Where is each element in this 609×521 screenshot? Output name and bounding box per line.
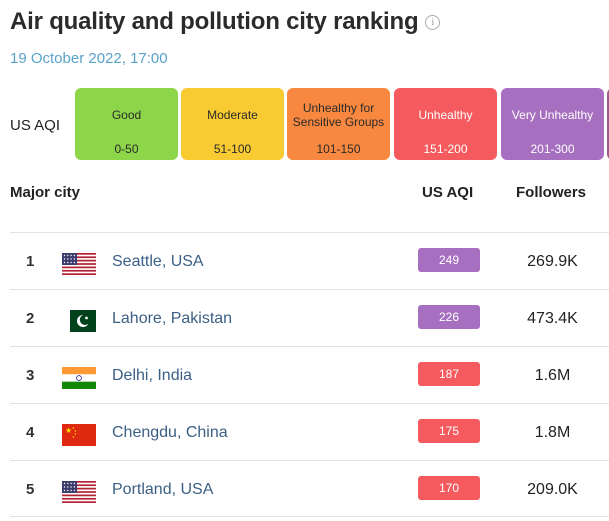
us-flag-icon xyxy=(62,481,96,503)
svg-text:★: ★ xyxy=(72,435,75,439)
title-row: Air quality and pollution city ranking i xyxy=(10,8,441,36)
legend-item xyxy=(607,88,609,160)
legend-item-name: Moderate xyxy=(207,108,258,122)
us-flag-icon xyxy=(62,253,96,275)
legend-item-range: 51-100 xyxy=(213,142,252,156)
city-link[interactable]: Lahore, Pakistan xyxy=(112,310,233,327)
page-title: Air quality and pollution city ranking xyxy=(10,8,419,35)
pakistan-flag-icon xyxy=(62,310,96,332)
svg-text:★: ★ xyxy=(72,426,75,430)
aqi-badge: 187 xyxy=(418,362,480,386)
rank-number: 4 xyxy=(26,424,35,441)
table-row[interactable]: 4 ★ ★ ★ ★ ★ Chengdu, China 175 1.8M xyxy=(10,403,609,460)
info-icon[interactable]: i xyxy=(425,14,441,30)
aqi-badge: 170 xyxy=(418,476,480,500)
aqi-badge: 226 xyxy=(418,305,480,329)
rank-number: 3 xyxy=(26,367,35,384)
aqi-badge: 175 xyxy=(418,419,480,443)
column-header-city: Major city xyxy=(10,184,81,201)
city-link[interactable]: Delhi, India xyxy=(112,367,193,384)
table-row[interactable]: 1 Seattle, USA 249 269.9K xyxy=(10,232,609,289)
followers-count: 269.9K xyxy=(527,253,578,270)
svg-text:★: ★ xyxy=(74,432,77,436)
table-row[interactable]: 2 Lahore, Pakistan 226 473.4K xyxy=(10,289,609,346)
legend-item-range: 151-200 xyxy=(423,142,468,156)
legend-item-name: Good xyxy=(111,108,142,122)
city-link[interactable]: Chengdu, China xyxy=(112,424,228,441)
timestamp: 19 October 2022, 17:00 xyxy=(10,50,168,67)
followers-count: 209.0K xyxy=(527,481,578,498)
legend-item-name: Very Unhealthy xyxy=(511,108,594,122)
legend-item-range: 101-150 xyxy=(316,142,361,156)
city-link[interactable]: Portland, USA xyxy=(112,481,214,498)
rank-number: 1 xyxy=(26,253,35,270)
india-flag-icon xyxy=(62,367,96,389)
legend-item: Good 0-50 xyxy=(75,88,178,160)
legend-item: Unhealthy for Sensitive Groups 101-150 xyxy=(287,88,390,160)
column-header-aqi[interactable]: US AQI xyxy=(422,184,474,201)
legend-item-range: 201-300 xyxy=(530,142,575,156)
legend-label: US AQI xyxy=(10,117,61,134)
followers-count: 1.8M xyxy=(534,424,571,441)
followers-count: 1.6M xyxy=(534,367,571,384)
table-row[interactable]: 3 Delhi, India 187 1.6M xyxy=(10,346,609,403)
legend-item-name: Unhealthy for Sensitive Groups xyxy=(292,101,385,129)
aqi-badge: 249 xyxy=(418,248,480,272)
rank-number: 5 xyxy=(26,481,35,498)
legend-item-name: Unhealthy xyxy=(418,108,473,122)
column-header-followers[interactable]: Followers xyxy=(516,184,587,201)
china-flag-icon: ★ ★ ★ ★ ★ xyxy=(62,424,96,446)
legend-item-range: 0-50 xyxy=(114,142,139,156)
legend-item: Unhealthy 151-200 xyxy=(394,88,497,160)
legend-item: Moderate 51-100 xyxy=(181,88,284,160)
svg-text:★: ★ xyxy=(65,426,72,435)
city-link[interactable]: Seattle, USA xyxy=(112,253,204,270)
followers-count: 473.4K xyxy=(527,310,578,327)
svg-text:★: ★ xyxy=(74,429,77,433)
aqi-legend: Good 0-50 Moderate 51-100 Unhealthy for Sens… xyxy=(75,88,609,160)
legend-item: Very Unhealthy 201-300 xyxy=(501,88,604,160)
city-ranking-table: 1 Seattle, USA 249 269.9K 2 Lahore, Pakistan 2… xyxy=(10,232,609,517)
table-row[interactable]: 5 Portland, USA 170 209.0K xyxy=(10,460,609,517)
rank-number: 2 xyxy=(26,310,35,327)
